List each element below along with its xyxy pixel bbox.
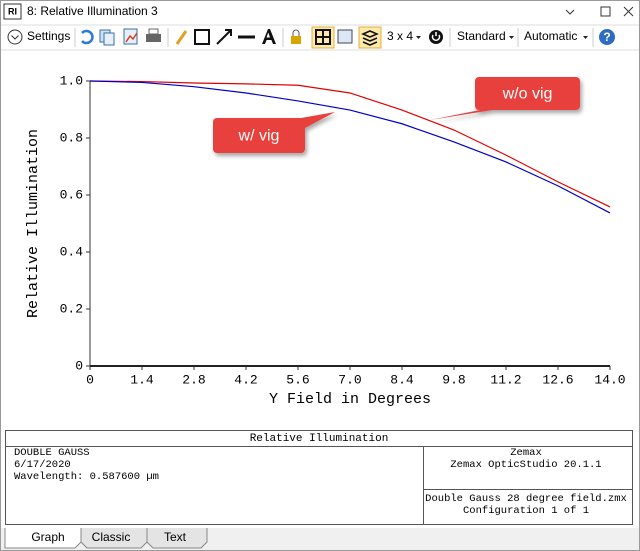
print-icon-paper	[148, 28, 159, 35]
app-icon-text: RI	[8, 6, 17, 16]
power-glyph	[431, 32, 441, 42]
callout	[213, 112, 335, 153]
info-text: Wavelength: 0.587600 µm	[14, 471, 159, 483]
x-tick-label: 11.2	[490, 372, 521, 387]
print-icon[interactable]	[146, 34, 161, 42]
x-tick-label: 5.6	[286, 372, 309, 387]
window-icon[interactable]	[337, 29, 353, 44]
callout-box	[475, 77, 580, 110]
x-tick-label: 8.4	[390, 372, 414, 387]
x-tick-label: 7.0	[338, 372, 361, 387]
copy-icon-back	[103, 32, 115, 46]
y-tick-label: 1.0	[60, 73, 83, 88]
info-text: Configuration 1 of 1	[463, 505, 589, 517]
tab[interactable]	[146, 528, 208, 549]
series-line	[89, 80, 611, 214]
series-line	[89, 80, 611, 208]
maximize-button[interactable]	[600, 6, 611, 17]
info-text: Double Gauss 28 degree field.zmx	[425, 493, 627, 505]
chart: 0 0.2 0.4 0.6 0.8 1.0 0 1.4 2.8 4.2 5.6 7.0 8.4 9.8 11…	[25, 73, 626, 408]
callout-pointer	[430, 108, 505, 120]
dropdown-arrow	[416, 36, 421, 39]
x-tick-label: 12.6	[542, 372, 573, 387]
callout-box	[213, 118, 305, 153]
tab-label: Text	[164, 530, 187, 544]
settings-button[interactable]: Settings	[27, 29, 70, 43]
window-title: 8: Relative Illumination 3	[27, 4, 158, 18]
layout-dropdown[interactable]: 3 x 4	[387, 29, 413, 43]
layout-icon-cross	[316, 30, 330, 44]
callout	[430, 77, 580, 120]
dropdown-arrow	[509, 36, 514, 39]
export-icon-graph	[125, 32, 138, 43]
lock-shackle	[292, 29, 300, 36]
refresh-icon[interactable]	[81, 29, 94, 45]
dropdown-arrow	[583, 36, 588, 39]
settings-chevron	[11, 35, 19, 40]
layers-icon	[361, 30, 379, 46]
x-tick-label: 0	[86, 372, 94, 387]
scale-dropdown[interactable]: Automatic	[524, 29, 577, 43]
info-text: 6/17/2020	[14, 459, 71, 471]
callout-pointer	[290, 112, 335, 128]
tab-label: Graph	[31, 530, 64, 544]
help-glyph: ?	[603, 30, 610, 44]
pencil-icon[interactable]	[175, 30, 188, 45]
arrow-tool[interactable]	[216, 29, 232, 45]
tab-label: Classic	[92, 530, 131, 544]
callout-label: w/o vig	[502, 86, 553, 103]
close-button[interactable]	[623, 6, 634, 17]
callout-label: w/ vig	[238, 128, 280, 145]
x-tick-label: 2.8	[182, 372, 205, 387]
rectangle-tool[interactable]	[194, 29, 210, 45]
y-tick-label: 0.8	[60, 130, 83, 145]
power-icon[interactable]	[429, 30, 443, 44]
x-tick-label: 1.4	[130, 372, 154, 387]
x-tick-label: 4.2	[234, 372, 257, 387]
info-text: Zemax OpticStudio 20.1.1	[450, 459, 601, 471]
minimize-button[interactable]	[565, 9, 575, 15]
x-axis-title: Y Field in Degrees	[269, 391, 431, 408]
info-text: DOUBLE GAUSS	[14, 447, 90, 459]
style-dropdown[interactable]: Standard	[457, 29, 506, 43]
y-tick-label: 0.2	[60, 301, 83, 316]
help-button[interactable]	[599, 29, 615, 45]
info-text: Zemax	[510, 447, 542, 459]
x-tick-label: 9.8	[442, 372, 465, 387]
y-tick-label: 0	[75, 358, 83, 373]
settings-icon[interactable]	[7, 29, 23, 45]
text-tool[interactable]	[262, 29, 276, 44]
y-tick-label: 0.6	[60, 187, 83, 202]
x-tick-label: 14.0	[594, 372, 625, 387]
y-axis-title: Relative Illumination	[25, 129, 42, 318]
app-icon	[3, 3, 22, 20]
y-tick-label: 0.4	[60, 244, 84, 259]
info-header: Relative Illumination	[250, 433, 389, 445]
lock-icon[interactable]	[291, 36, 301, 44]
